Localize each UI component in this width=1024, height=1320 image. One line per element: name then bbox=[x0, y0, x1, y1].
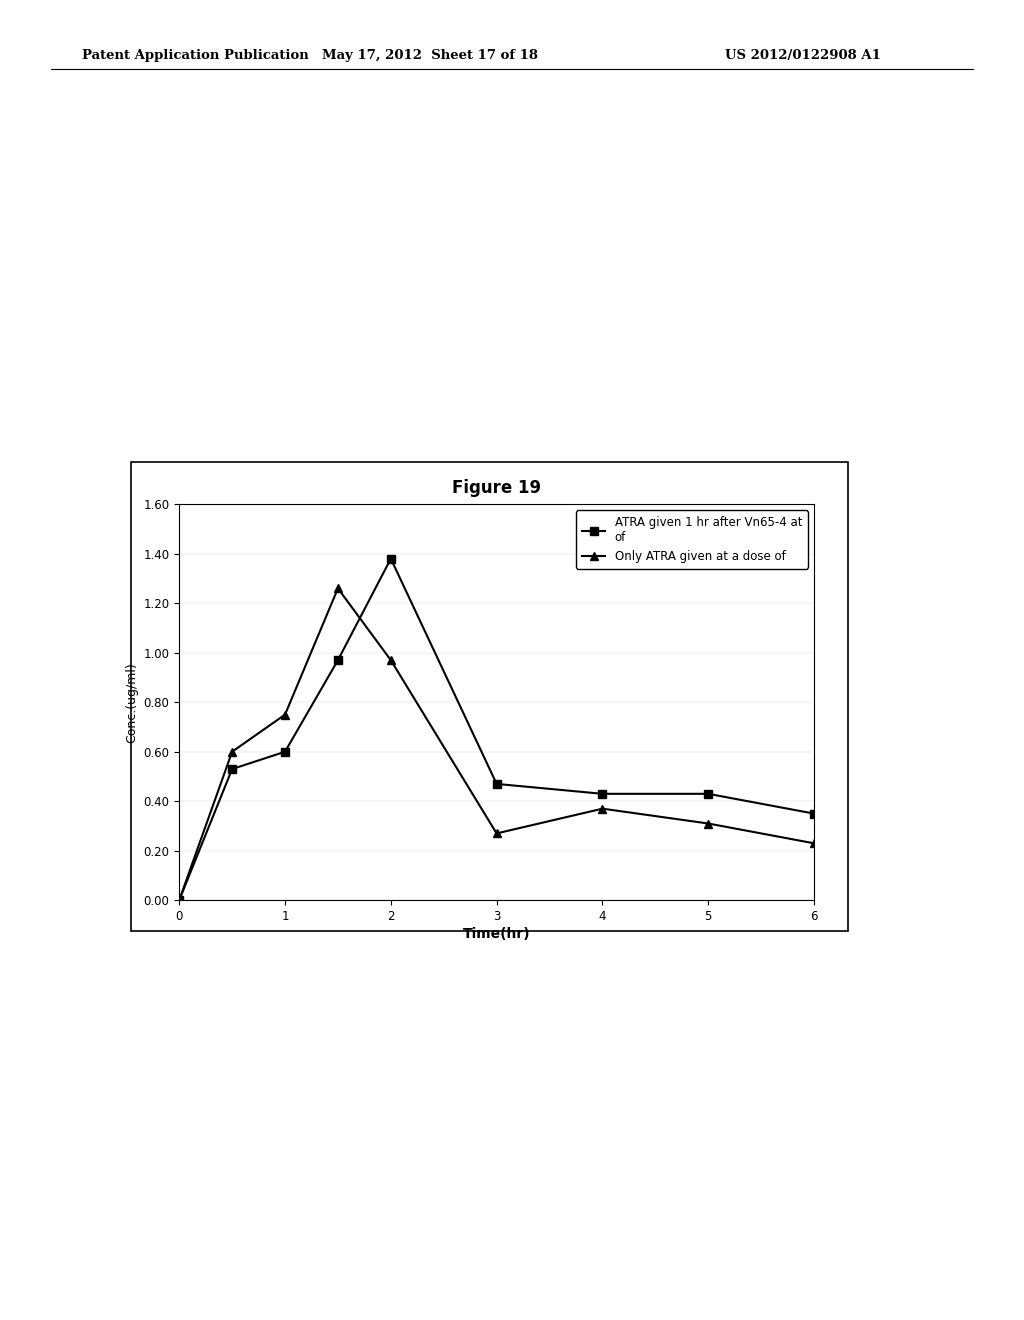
ATRA given 1 hr after Vn65-4 at
of bbox=[596, 785, 608, 801]
ATRA given 1 hr after Vn65-4 at
of bbox=[226, 762, 239, 777]
Only ATRA given at a dose of bbox=[490, 825, 503, 841]
ATRA given 1 hr after Vn65-4 at
of bbox=[808, 805, 820, 821]
X-axis label: Time(hr): Time(hr) bbox=[463, 927, 530, 941]
Title: Figure 19: Figure 19 bbox=[452, 479, 542, 498]
ATRA given 1 hr after Vn65-4 at
of bbox=[173, 892, 185, 908]
Line: ATRA given 1 hr after Vn65-4 at
of: ATRA given 1 hr after Vn65-4 at of bbox=[175, 554, 818, 904]
Text: May 17, 2012  Sheet 17 of 18: May 17, 2012 Sheet 17 of 18 bbox=[323, 49, 538, 62]
Text: US 2012/0122908 A1: US 2012/0122908 A1 bbox=[725, 49, 881, 62]
Only ATRA given at a dose of bbox=[596, 801, 608, 817]
Text: Patent Application Publication: Patent Application Publication bbox=[82, 49, 308, 62]
Legend: ATRA given 1 hr after Vn65-4 at
of, Only ATRA given at a dose of: ATRA given 1 hr after Vn65-4 at of, Only… bbox=[575, 510, 808, 569]
Only ATRA given at a dose of bbox=[173, 892, 185, 908]
ATRA given 1 hr after Vn65-4 at
of bbox=[490, 776, 503, 792]
ATRA given 1 hr after Vn65-4 at
of bbox=[279, 744, 291, 760]
Only ATRA given at a dose of bbox=[279, 706, 291, 722]
Only ATRA given at a dose of bbox=[385, 652, 397, 668]
Only ATRA given at a dose of bbox=[702, 816, 715, 832]
Only ATRA given at a dose of bbox=[332, 581, 344, 597]
ATRA given 1 hr after Vn65-4 at
of bbox=[332, 652, 344, 668]
ATRA given 1 hr after Vn65-4 at
of bbox=[385, 550, 397, 566]
Only ATRA given at a dose of bbox=[808, 836, 820, 851]
ATRA given 1 hr after Vn65-4 at
of bbox=[702, 785, 715, 801]
Only ATRA given at a dose of bbox=[226, 744, 239, 760]
Line: Only ATRA given at a dose of: Only ATRA given at a dose of bbox=[175, 585, 818, 904]
Y-axis label: Conc.(ug/ml): Conc.(ug/ml) bbox=[125, 661, 138, 743]
